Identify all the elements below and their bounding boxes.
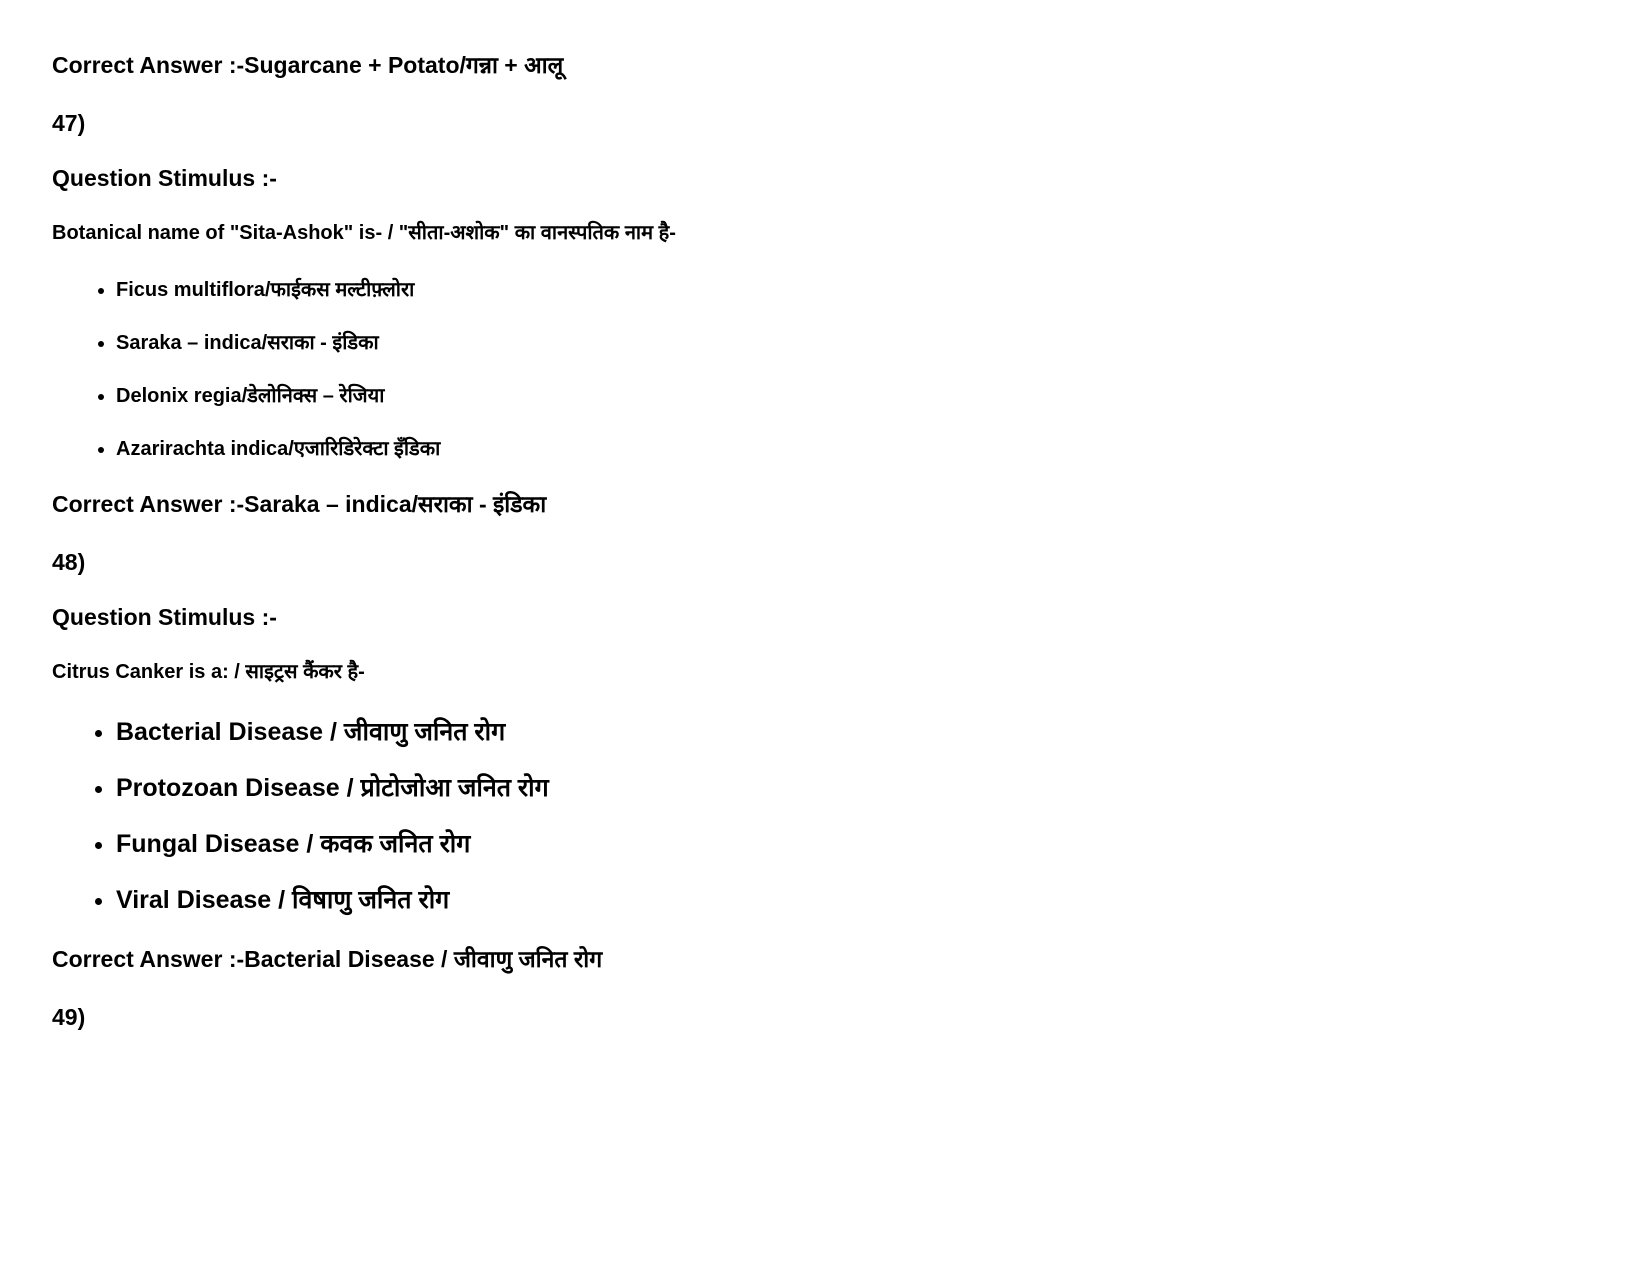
list-item: Delonix regia/डेलोनिक्स – रेजिया [116,381,1599,408]
question-48-correct-answer-line: Correct Answer :-Bacterial Disease / जीव… [52,942,1599,974]
question-47-correct-answer-value: Saraka – indica/सराका - इंडिका [244,491,546,517]
question-47-number: 47) [52,110,1599,137]
prev-correct-answer-line: Correct Answer :-Sugarcane + Potato/गन्न… [52,48,1599,80]
question-48-text: Citrus Canker is a: / साइट्रस कैंकर है- [52,657,1599,684]
list-item: Saraka – indica/सराका - इंडिका [116,328,1599,355]
list-item: Azarirachta indica/एजारिडिरेक्टा इँडिका [116,434,1599,461]
list-item: Viral Disease / विषाणु जनित रोग [116,882,1599,916]
question-48-stimulus-label: Question Stimulus :- [52,604,1599,631]
list-item: Protozoan Disease / प्रोटोजोआ जनित रोग [116,770,1599,804]
question-48-correct-answer-value: Bacterial Disease / जीवाणु जनित रोग [244,946,602,972]
list-item: Bacterial Disease / जीवाणु जनित रोग [116,714,1599,748]
question-47-correct-answer-line: Correct Answer :-Saraka – indica/सराका -… [52,487,1599,519]
question-48-number: 48) [52,549,1599,576]
question-47-text: Botanical name of "Sita-Ashok" is- / "सी… [52,218,1599,245]
page-container: Correct Answer :-Sugarcane + Potato/गन्न… [0,0,1651,1107]
correct-answer-label: Correct Answer :- [52,946,244,972]
list-item: Ficus multiflora/फाईकस मल्टीफ़्लोरा [116,275,1599,302]
question-49-number: 49) [52,1004,1599,1031]
question-47-block: 47) Question Stimulus :- Botanical name … [52,110,1599,519]
question-47-options: Ficus multiflora/फाईकस मल्टीफ़्लोरा Sara… [116,275,1599,461]
list-item: Fungal Disease / कवक जनित रोग [116,826,1599,860]
question-48-options: Bacterial Disease / जीवाणु जनित रोग Prot… [116,714,1599,916]
question-48-block: 48) Question Stimulus :- Citrus Canker i… [52,549,1599,974]
correct-answer-label: Correct Answer :- [52,491,244,517]
question-47-stimulus-label: Question Stimulus :- [52,165,1599,192]
correct-answer-label: Correct Answer :- [52,52,244,78]
prev-correct-answer-value: Sugarcane + Potato/गन्ना + आलू [244,52,563,78]
